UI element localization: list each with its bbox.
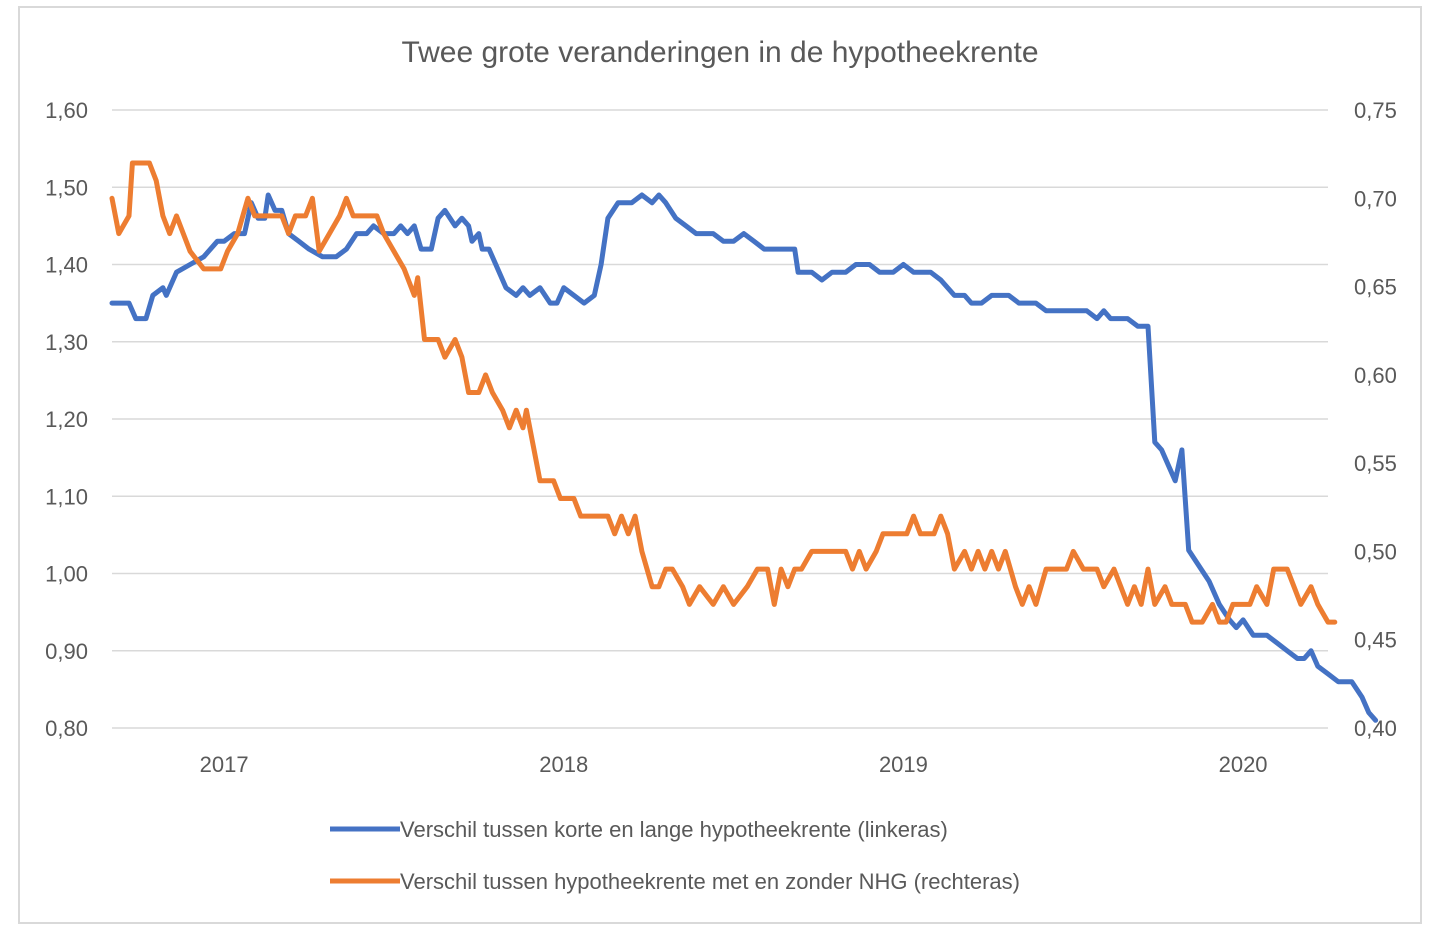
- chart: Twee grote veranderingen in de hypotheek…: [45, 36, 1397, 894]
- x-tick-label: 2018: [539, 752, 588, 777]
- right-tick-label: 0,60: [1354, 363, 1397, 388]
- right-tick-label: 0,65: [1354, 275, 1397, 300]
- x-tick-label: 2019: [879, 752, 928, 777]
- x-tick-label: 2017: [200, 752, 249, 777]
- series-lines: [109, 160, 1379, 723]
- x-tick-label: 2020: [1219, 752, 1268, 777]
- legend-label-orange: Verschil tussen hypotheekrente met en zo…: [400, 869, 1020, 894]
- right-axis-ticks: 0,400,450,500,550,600,650,700,75: [1354, 98, 1397, 741]
- chart-title: Twee grote veranderingen in de hypotheek…: [401, 36, 1038, 69]
- legend-label-blue: Verschil tussen korte en lange hypotheek…: [400, 817, 948, 842]
- right-tick-label: 0,45: [1354, 628, 1397, 653]
- left-tick-label: 1,30: [45, 330, 88, 355]
- chart-frame: Twee grote veranderingen in de hypotheek…: [18, 6, 1422, 924]
- left-tick-label: 1,50: [45, 175, 88, 200]
- gridlines: [112, 109, 1328, 729]
- left-tick-label: 1,00: [45, 562, 88, 587]
- left-axis-ticks: 0,80 0,90 1,00 1,10 1,20 1,30 1,40 1,50 1,60: [45, 98, 88, 741]
- left-tick-label: 1,40: [45, 253, 88, 278]
- left-tick-label: 1,10: [45, 484, 88, 509]
- left-tick-label: 1,20: [45, 407, 88, 432]
- right-tick-label: 0,55: [1354, 451, 1397, 476]
- x-axis-ticks: 2017 2018 2019 2020: [200, 752, 1268, 777]
- left-tick-label: 0,90: [45, 639, 88, 664]
- right-tick-label: 0,50: [1354, 539, 1397, 564]
- left-tick-label: 1,60: [45, 98, 88, 123]
- right-tick-label: 0,75: [1354, 98, 1397, 123]
- legend-item-blue: Verschil tussen korte en lange hypotheek…: [330, 817, 948, 842]
- left-tick-label: 0,80: [45, 716, 88, 741]
- legend-item-orange: Verschil tussen hypotheekrente met en zo…: [330, 869, 1020, 894]
- legend: Verschil tussen korte en lange hypotheek…: [330, 817, 1020, 894]
- right-tick-label: 0,70: [1354, 186, 1397, 211]
- series-line-orange: [109, 160, 1338, 625]
- series-line-blue: [109, 192, 1379, 723]
